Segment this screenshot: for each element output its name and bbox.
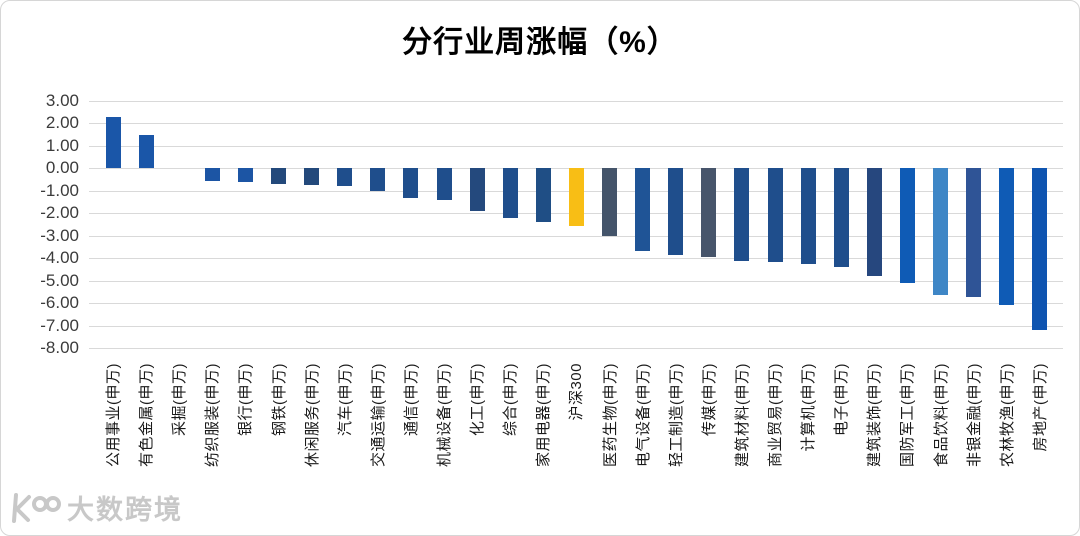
x-axis-category-label: 计算机(申万) <box>800 363 818 452</box>
gridline <box>89 325 1063 327</box>
bar <box>337 168 353 187</box>
x-axis-category-label: 商业贸易(申万) <box>767 363 784 467</box>
bar <box>436 168 452 200</box>
x-axis-category-label: 轻工制造(申万) <box>667 363 685 467</box>
y-axis-tick-label: 0.00 <box>45 158 79 178</box>
bar <box>271 168 286 184</box>
gridline <box>89 123 1063 125</box>
gridline <box>89 280 1063 282</box>
y-axis-tick-label: -1.00 <box>40 180 79 200</box>
gridline <box>89 101 1063 102</box>
chart-title: 分行业周涨幅（%） <box>402 26 678 59</box>
bar <box>370 168 386 191</box>
x-axis-category-label: 公用事业(申万) <box>105 363 122 467</box>
gridline <box>89 258 1063 260</box>
x-axis-category-label: 医药生物(申万) <box>601 363 619 467</box>
x-axis-category-label: 银行(申万) <box>237 363 255 436</box>
x-axis-category-label: 建筑装饰(申万) <box>866 363 884 467</box>
bar <box>138 134 154 169</box>
x-axis-category-label: 房地产(申万) <box>1031 363 1049 452</box>
y-axis-tick-label: -6.00 <box>40 293 79 313</box>
bar <box>502 168 518 218</box>
x-axis-category-label: 沪深300 <box>568 363 586 421</box>
y-axis-tick-label: 2.00 <box>45 113 79 133</box>
x-axis-category-label: 国防军工(申万) <box>899 363 917 467</box>
bar <box>734 168 750 261</box>
x-axis-category-label: 有色金属(申万) <box>138 363 156 467</box>
bar <box>237 168 253 182</box>
x-axis-category-label: 电气设备(申万) <box>634 363 652 467</box>
x-axis-category-label: 通信(申万) <box>402 363 420 436</box>
bar <box>999 168 1015 306</box>
bar <box>866 168 882 276</box>
x-axis-category-label: 机械设备(申万) <box>436 363 453 467</box>
watermark-text: 大数跨境 <box>67 495 183 525</box>
x-axis-category-label: 钢铁(申万) <box>270 363 288 436</box>
bar <box>635 168 651 252</box>
x-axis-category-label: 家用电器(申万) <box>535 363 553 467</box>
bar <box>800 168 816 265</box>
bar <box>1032 168 1048 331</box>
bar <box>767 168 783 262</box>
gridline <box>89 235 1063 237</box>
y-axis-tick-label: 1.00 <box>45 135 79 155</box>
y-axis-tick-label: -4.00 <box>40 248 79 268</box>
x-axis-category-label: 采掘(申万) <box>171 363 189 436</box>
x-axis-category-label: 电子(申万) <box>833 363 851 436</box>
y-axis-tick-label: -2.00 <box>40 203 79 223</box>
y-axis-tick-label: -3.00 <box>40 225 79 245</box>
x-axis-category-label: 建筑材料(申万) <box>733 363 751 467</box>
x-axis-category-label: 休闲服务(申万) <box>303 363 321 467</box>
bar <box>469 168 485 212</box>
x-axis-category-label: 综合(申万) <box>502 363 520 436</box>
x-axis-category-label: 汽车(申万) <box>336 363 354 436</box>
watermark-logo-icon <box>12 492 61 523</box>
x-axis-category-label: 农林牧渔(申万) <box>998 363 1016 467</box>
gridline <box>89 145 1063 147</box>
y-axis-tick-label: -8.00 <box>40 338 79 357</box>
bar <box>535 168 551 223</box>
watermark: 大数跨境 <box>9 488 183 527</box>
bar <box>568 168 584 226</box>
bar <box>668 168 684 255</box>
y-axis-tick-label: -7.00 <box>40 315 79 335</box>
bar <box>933 168 948 296</box>
bar <box>966 168 982 298</box>
bar <box>899 168 915 283</box>
bar <box>304 168 320 186</box>
bar <box>105 116 121 169</box>
bar <box>701 168 717 258</box>
y-axis-tick-label: -5.00 <box>40 270 79 290</box>
x-axis-category-label: 纺织服装(申万) <box>204 363 222 467</box>
y-axis-tick-label: 3.00 <box>45 91 79 110</box>
x-axis-category-label: 化工(申万) <box>469 363 487 436</box>
x-axis-category-label: 传媒(申万) <box>700 363 718 436</box>
gridline <box>89 303 1063 305</box>
x-axis-category-label: 食品饮料(申万) <box>932 363 950 467</box>
x-axis-category-label: 交通运输(申万) <box>369 363 387 467</box>
bar <box>833 168 849 267</box>
bar <box>204 168 220 181</box>
gridline <box>89 348 1063 349</box>
bar <box>403 168 419 198</box>
bar <box>602 168 617 236</box>
x-axis-category-label: 非银金融(申万) <box>965 363 983 467</box>
